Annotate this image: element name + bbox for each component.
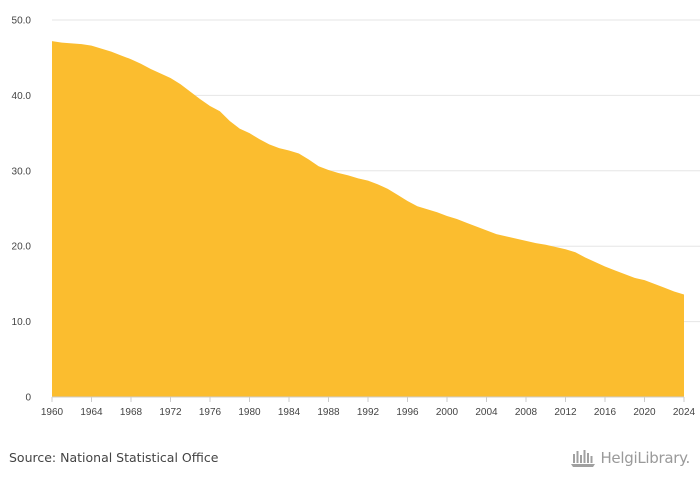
x-tick-label: 2004 — [475, 407, 498, 418]
x-tick-label: 1996 — [396, 407, 419, 418]
x-tick-label: 1980 — [238, 407, 261, 418]
x-tick-label: 1972 — [159, 407, 182, 418]
x-tick-label: 2012 — [554, 407, 577, 418]
y-axis-ticks: 0 10.0 20.0 30.0 40.0 50.0 — [12, 16, 32, 404]
y-tick-label: 10.0 — [12, 317, 32, 328]
x-tick-label: 1968 — [120, 407, 143, 418]
brand-name: HelgiLibrary. — [600, 449, 690, 467]
x-tick-label: 1984 — [278, 407, 301, 418]
x-tick-label: 1976 — [199, 407, 222, 418]
x-tick-label: 2000 — [436, 407, 459, 418]
y-tick-label: 40.0 — [12, 91, 32, 102]
x-tick-label: 1960 — [41, 407, 64, 418]
y-tick-label: 0 — [25, 393, 31, 404]
x-axis-ticks: 1960 1964 1968 1972 1976 1980 1984 1988 1992 1996… — [41, 397, 696, 418]
x-tick-label: 2024 — [673, 407, 696, 418]
source-note: Source: National Statistical Office — [9, 450, 219, 465]
helgi-library-logo-icon — [571, 450, 596, 467]
y-tick-label: 20.0 — [12, 242, 32, 253]
x-tick-label: 1992 — [357, 407, 380, 418]
x-tick-label: 2016 — [594, 407, 617, 418]
area-chart: 010.020.030.040.050.0 1960 1964 1968 1972 19… — [12, 16, 700, 418]
x-tick-label: 1988 — [317, 407, 340, 418]
x-tick-label: 2020 — [633, 407, 656, 418]
area-series — [52, 41, 684, 398]
x-tick-label: 2008 — [515, 407, 538, 418]
brand-logo[interactable]: HelgiLibrary. — [570, 447, 690, 469]
y-tick-label: 50.0 — [12, 16, 32, 27]
y-tick-label: 30.0 — [12, 166, 32, 177]
x-tick-label: 1964 — [80, 407, 103, 418]
